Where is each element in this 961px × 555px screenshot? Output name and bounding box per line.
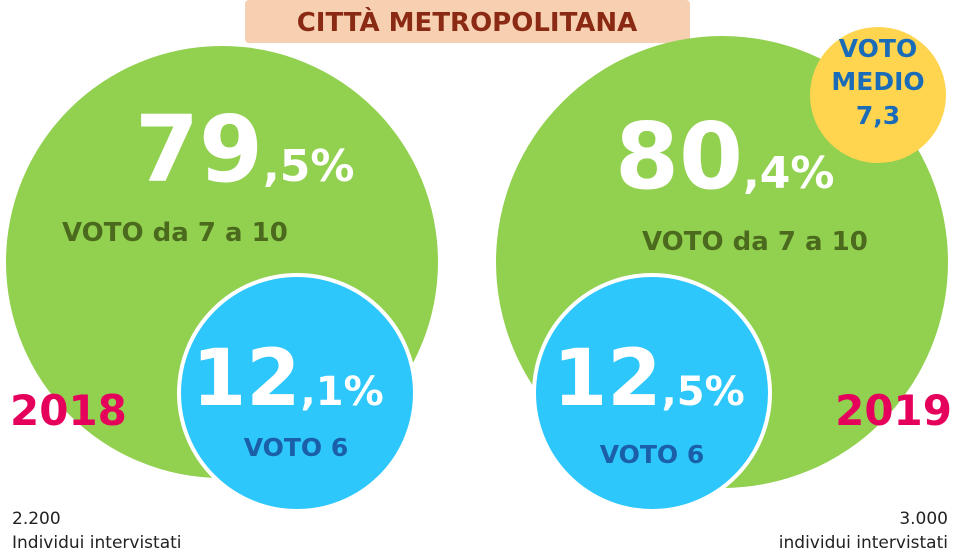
count-label: Individui intervistati	[12, 533, 182, 553]
year: 2019	[835, 386, 952, 435]
average-circle	[810, 27, 946, 163]
title: CITTÀ METROPOLITANA	[297, 6, 638, 38]
high-whole: 80	[615, 103, 743, 210]
year: 2018	[10, 386, 127, 435]
mid-percent: 12,1%	[192, 334, 384, 424]
high-label: VOTO da 7 a 10	[642, 227, 868, 257]
high-label: VOTO da 7 a 10	[62, 218, 288, 248]
mid-whole: 12	[192, 334, 301, 424]
mid-whole: 12	[553, 334, 662, 424]
count: 2.200	[12, 509, 61, 529]
title-box	[245, 0, 690, 43]
high-fraction: ,5%	[263, 141, 354, 192]
count: 3.000	[899, 509, 948, 529]
high-percent: 80,4%	[615, 103, 834, 210]
count-label: individui intervistati	[779, 533, 948, 553]
mid-fraction: ,1%	[301, 369, 384, 415]
blue-circle	[177, 273, 417, 513]
mid-percent: 12,5%	[553, 334, 745, 424]
high-fraction: ,4%	[743, 148, 834, 199]
mid-label: VOTO 6	[600, 440, 705, 469]
high-percent: 79,5%	[135, 96, 354, 203]
average-value: 7,3	[856, 101, 900, 130]
blue-circle	[532, 273, 772, 513]
mid-label: VOTO 6	[244, 433, 349, 462]
average-label: MEDIO	[831, 67, 924, 96]
mid-fraction: ,5%	[662, 369, 745, 415]
average-label: VOTO	[839, 34, 917, 63]
high-whole: 79	[135, 96, 263, 203]
